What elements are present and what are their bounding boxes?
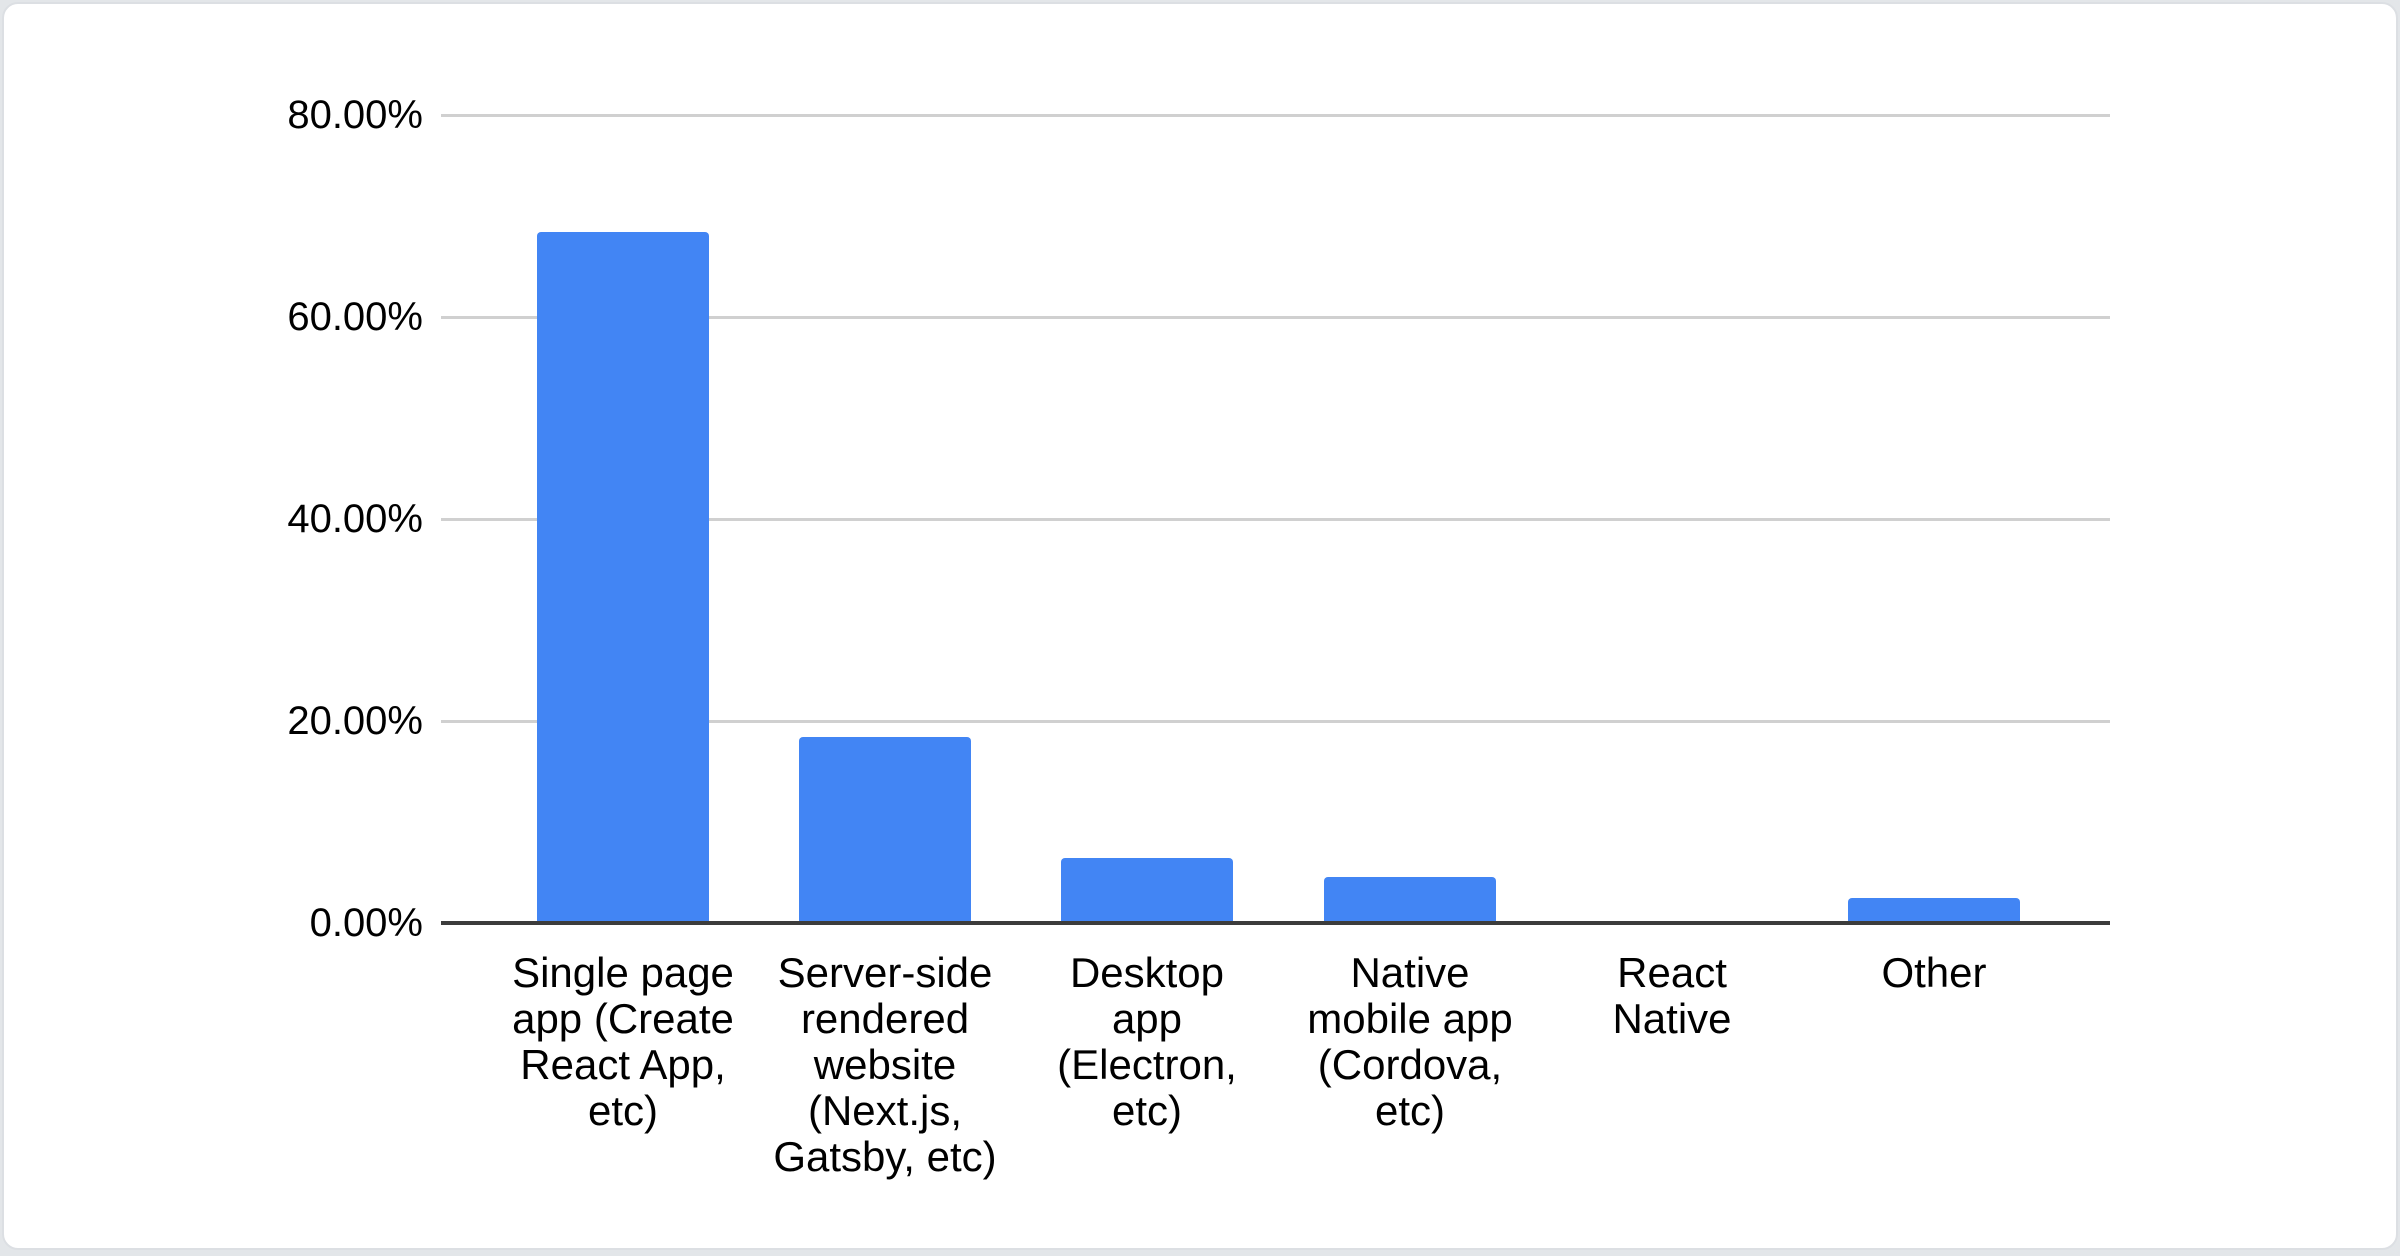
bar-3	[1061, 858, 1233, 923]
gridline	[441, 518, 2110, 521]
x-axis-line	[441, 921, 2110, 925]
y-axis-tick-label: 20.00%	[287, 699, 423, 743]
bar-6	[1848, 898, 2020, 923]
y-axis-tick-label: 60.00%	[287, 295, 423, 339]
bar-2	[799, 737, 971, 923]
bar-4	[1324, 877, 1496, 923]
x-axis-category-label: Native mobile app (Cordova, etc)	[1307, 949, 1513, 1134]
bar-1	[537, 232, 709, 923]
y-axis-tick-label: 40.00%	[287, 497, 423, 541]
x-axis-category-label: React Native	[1612, 949, 1732, 1042]
y-axis-tick-label: 0.00%	[309, 901, 423, 945]
y-axis-tick-label: 80.00%	[287, 93, 423, 137]
x-axis-category-label: Single page app (Create React App, etc)	[512, 949, 734, 1134]
gridline	[441, 114, 2110, 117]
gridline	[441, 720, 2110, 723]
gridline	[441, 316, 2110, 319]
x-axis-category-label: Other	[1881, 949, 1987, 996]
x-axis-category-label: Server-side rendered website (Next.js, G…	[773, 949, 997, 1180]
x-axis-category-label: Desktop app (Electron, etc)	[1057, 949, 1237, 1134]
